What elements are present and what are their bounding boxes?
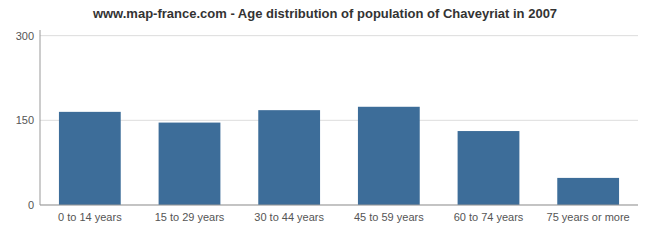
grid-line [40, 120, 638, 121]
bars [59, 107, 619, 205]
x-tick-label: 15 to 29 years [155, 211, 225, 223]
bar [59, 112, 121, 205]
x-tick-label: 0 to 14 years [58, 211, 122, 223]
y-axis-line [40, 30, 41, 205]
x-tick-label: 60 to 74 years [454, 211, 524, 223]
y-tick-label: 300 [16, 30, 34, 42]
bar [159, 123, 221, 205]
y-tick-label: 150 [16, 114, 34, 126]
bar [258, 110, 320, 205]
x-tick-label: 30 to 44 years [254, 211, 324, 223]
bar [557, 178, 619, 205]
y-tick-label: 0 [28, 199, 34, 211]
x-tick-label: 45 to 59 years [354, 211, 424, 223]
bar [458, 131, 520, 205]
grid-line [40, 35, 638, 36]
grid [40, 36, 638, 205]
x-axis-line [40, 205, 638, 206]
chart-title: www.map-france.com - Age distribution of… [92, 6, 557, 21]
bar [358, 107, 420, 205]
x-tick-label: 75 years or more [547, 211, 630, 223]
chart-container: www.map-france.com - Age distribution of… [0, 0, 650, 229]
grid-line [40, 205, 638, 206]
chart-svg: www.map-france.com - Age distribution of… [0, 0, 650, 229]
